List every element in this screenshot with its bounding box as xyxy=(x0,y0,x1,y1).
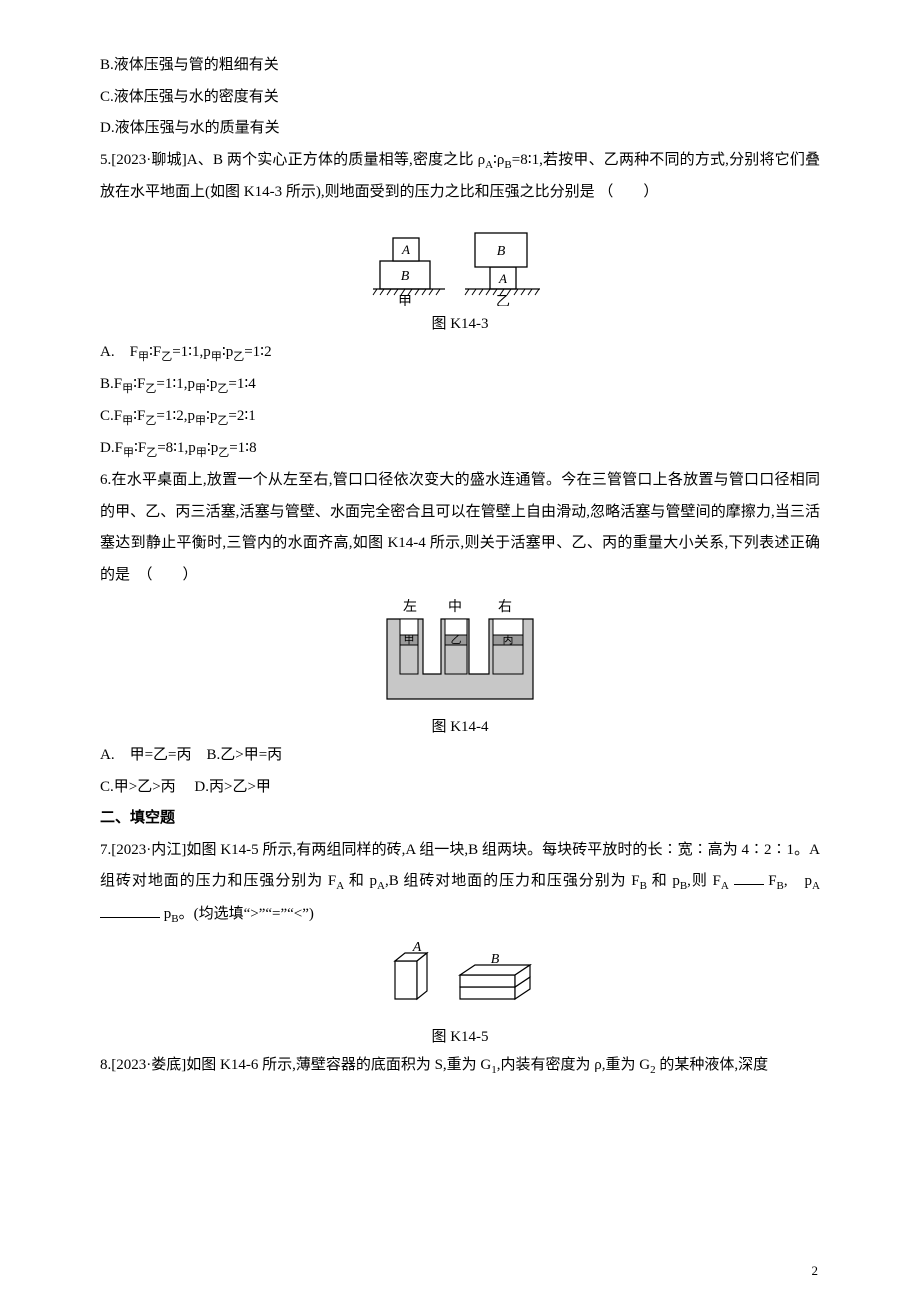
s: 乙 xyxy=(217,383,228,395)
t: ∶p xyxy=(207,440,218,456)
t: F xyxy=(768,873,776,889)
s: 甲 xyxy=(211,351,222,363)
t: =1∶2,p xyxy=(156,408,195,424)
t: 8.[2023·娄底]如图 K14-6 所示,薄壁容器的底面积为 S,重为 G xyxy=(100,1057,491,1073)
t: B.F xyxy=(100,376,122,392)
label-mid: 中 xyxy=(448,599,462,615)
s: 乙 xyxy=(217,415,228,427)
q5-opt-b: B.F甲∶F乙=1∶1,p甲∶p乙=1∶4 xyxy=(100,369,820,401)
bricks-icon: A B xyxy=(365,939,555,1019)
label-jia: 甲 xyxy=(398,295,412,306)
label-yi: 乙 xyxy=(496,294,510,306)
t: =8∶1,p xyxy=(157,440,196,456)
stacked-cubes-icon: B A A B 甲 乙 xyxy=(365,216,555,306)
q6-opts-ab: A. 甲=乙=丙 B.乙>甲=丙 xyxy=(100,740,820,772)
t: ∶F xyxy=(133,376,145,392)
connected-tubes-icon: 左 中 右 甲 乙 丙 xyxy=(375,599,545,709)
t: ∶p xyxy=(222,344,233,360)
q7-stem: 7.[2023·内江]如图 K14-5 所示,有两组同样的砖,A 组一块,B 组… xyxy=(100,835,820,931)
s: 甲 xyxy=(138,351,149,363)
t: 的某种液体,深度 xyxy=(656,1057,769,1073)
label-B-left: B xyxy=(401,269,410,284)
t: =2∶1 xyxy=(228,408,255,424)
s: 甲 xyxy=(122,383,133,395)
t: 和 p xyxy=(647,873,680,889)
fig5-caption: 图 K14-5 xyxy=(100,1028,820,1046)
s: 甲 xyxy=(195,383,206,395)
s: 甲 xyxy=(195,415,206,427)
q5-opt-d: D.F甲∶F乙=8∶1,p甲∶p乙=1∶8 xyxy=(100,433,820,465)
t: =1∶1,p xyxy=(156,376,195,392)
s: A xyxy=(721,880,729,892)
t: ∶F xyxy=(149,344,161,360)
label-jia: 甲 xyxy=(404,634,415,646)
q6-stem: 6.在水平桌面上,放置一个从左至右,管口口径依次变大的盛水连通管。今在三管管口上… xyxy=(100,465,820,591)
sub-B: B xyxy=(504,159,511,171)
s: 乙 xyxy=(145,415,156,427)
q5-opt-c: C.F甲∶F乙=1∶2,p甲∶p乙=2∶1 xyxy=(100,401,820,433)
t: 。(均选填“>”“=”“<”) xyxy=(179,906,314,922)
q5-text-b: ∶ρ xyxy=(493,152,504,168)
figure-k14-3: B A A B 甲 乙 图 K14-3 xyxy=(100,216,820,333)
t: =1∶1,p xyxy=(172,344,211,360)
q5-text-a: 5.[2023·聊城]A、B 两个实心正方体的质量相等,密度之比 ρ xyxy=(100,152,485,168)
q-prev-opt-b: B.液体压强与管的粗细有关 xyxy=(100,50,820,82)
s: 乙 xyxy=(218,447,229,459)
label-right: 右 xyxy=(498,599,512,615)
s: B xyxy=(640,880,647,892)
t: C.F xyxy=(100,408,122,424)
t: ∶F xyxy=(133,408,145,424)
s: 乙 xyxy=(161,351,172,363)
t: D.F xyxy=(100,440,123,456)
label-A-left: A xyxy=(401,242,410,257)
s: 甲 xyxy=(123,447,134,459)
t: =1∶8 xyxy=(229,440,256,456)
blank-pa-pb xyxy=(100,902,160,918)
q-prev-opt-c: C.液体压强与水的密度有关 xyxy=(100,82,820,114)
s: A xyxy=(336,880,344,892)
label-yi2: 乙 xyxy=(451,633,462,646)
t: ,则 F xyxy=(687,873,721,889)
t: =1∶2 xyxy=(244,344,271,360)
t: ,内装有密度为 ρ,重为 G xyxy=(497,1057,650,1073)
figure-k14-5: A B 图 K14-5 xyxy=(100,939,820,1046)
q5-opt-a: A. F甲∶F乙=1∶1,p甲∶p乙=1∶2 xyxy=(100,337,820,369)
blank-fa-fb xyxy=(734,869,764,885)
q6-opts-cd: C.甲>乙>丙 D.丙>乙>甲 xyxy=(100,772,820,804)
t: ,B 组砖对地面的压力和压强分别为 F xyxy=(385,873,640,889)
t: ∶p xyxy=(206,376,217,392)
s: 甲 xyxy=(196,447,207,459)
s: 乙 xyxy=(233,351,244,363)
t: ∶F xyxy=(134,440,146,456)
label-bing: 丙 xyxy=(503,634,514,646)
q8-stem: 8.[2023·娄底]如图 K14-6 所示,薄壁容器的底面积为 S,重为 G1… xyxy=(100,1050,820,1082)
section-2-heading: 二、填空题 xyxy=(100,803,820,835)
page-number: 2 xyxy=(812,1257,819,1284)
t: =1∶4 xyxy=(228,376,255,392)
fig3-caption: 图 K14-3 xyxy=(100,315,820,333)
label-B-right: B xyxy=(497,244,506,259)
q5-stem: 5.[2023·聊城]A、B 两个实心正方体的质量相等,密度之比 ρA∶ρB=8… xyxy=(100,145,820,209)
t: ∶p xyxy=(206,408,217,424)
s: B xyxy=(777,880,784,892)
label-A-right: A xyxy=(498,271,507,286)
s: A xyxy=(377,880,385,892)
q-prev-opt-d: D.液体压强与水的质量有关 xyxy=(100,113,820,145)
s: 乙 xyxy=(146,447,157,459)
sub-A: A xyxy=(485,159,493,171)
fig4-caption: 图 K14-4 xyxy=(100,718,820,736)
t: 和 p xyxy=(344,873,377,889)
t: , p xyxy=(784,873,812,889)
s: B xyxy=(171,913,178,925)
s: A xyxy=(812,880,820,892)
page: B.液体压强与管的粗细有关 C.液体压强与水的密度有关 D.液体压强与水的质量有… xyxy=(50,0,870,1302)
s: 甲 xyxy=(122,415,133,427)
label-left: 左 xyxy=(403,599,417,615)
figure-k14-4: 左 中 右 甲 乙 丙 图 K14-4 xyxy=(100,599,820,736)
t: A. F xyxy=(100,344,138,360)
s: 乙 xyxy=(145,383,156,395)
